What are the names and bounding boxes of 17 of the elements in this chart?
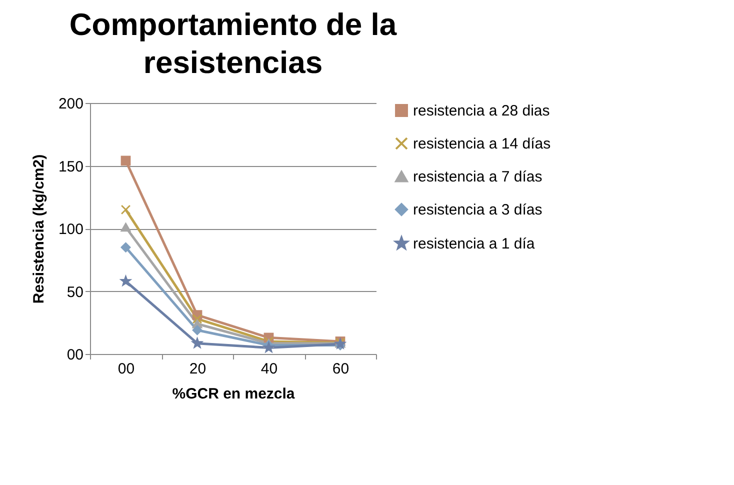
y-axis-title: Resistencia (kg/cm2) [30,154,48,304]
y-tick-label: 50 [66,284,84,301]
y-tick-label: 200 [58,96,84,112]
x-tick-label: 20 [189,360,206,378]
legend-label: resistencia a 1 día [413,236,536,252]
y-tick-label: 150 [58,158,84,176]
legend-label: resistencia a 14 días [413,136,551,152]
x-tick-label: 40 [260,360,278,378]
legend-label: resistencia a 7 días [413,168,542,186]
x-tick-label: 00 [118,360,135,378]
y-tick-label: 00 [66,346,84,364]
legend-label: resistencia a 28 dias [413,102,550,120]
x-axis-title: %GCR en mezcla [172,386,296,402]
x-tick-label: 60 [332,360,350,378]
chart-title: Comportamiento de la resistencias [69,7,398,80]
y-tick-label: 100 [58,221,84,238]
legend-label: resistencia a 3 días [413,202,542,218]
